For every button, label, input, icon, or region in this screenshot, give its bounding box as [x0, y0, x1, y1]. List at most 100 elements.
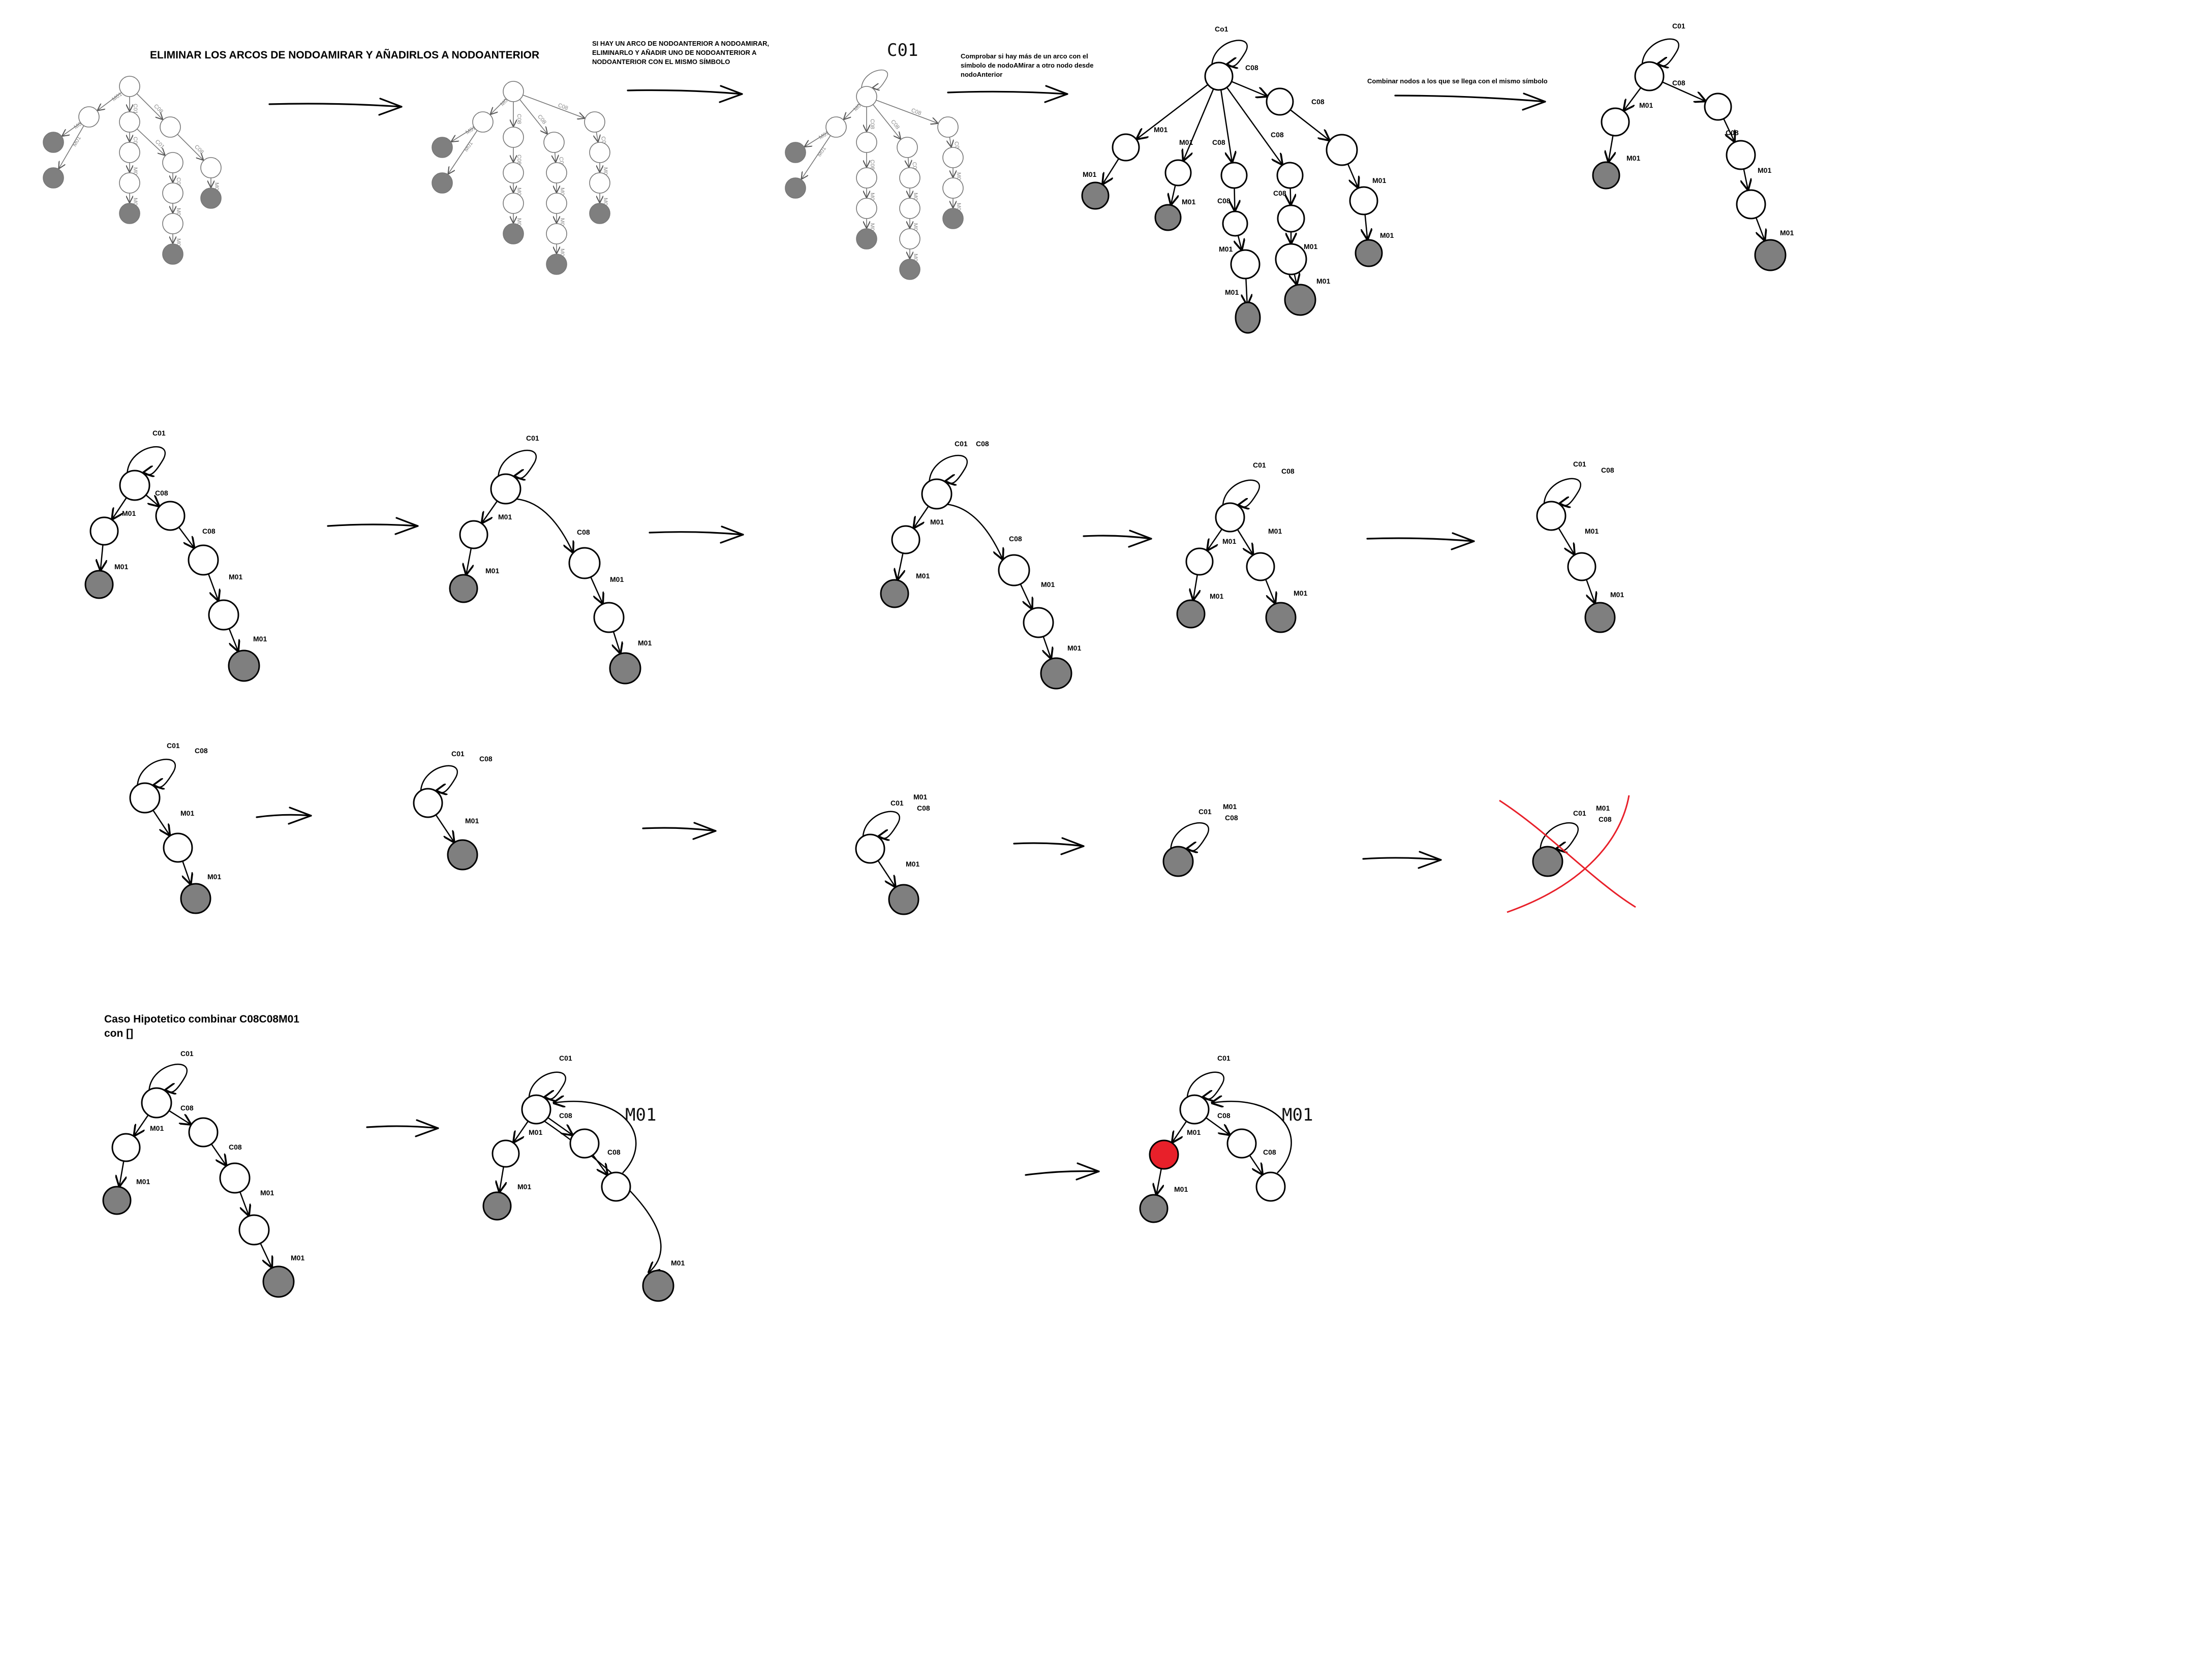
note-rule-1-line-3: NODOANTERIOR CON EL MISMO SÍMBOLO: [592, 58, 730, 66]
edge-label: M01: [1210, 592, 1223, 600]
transition-edge: [1173, 1121, 1187, 1142]
state-node: [1179, 1094, 1210, 1125]
state-node: [601, 1171, 631, 1202]
handwritten-m01-label-2: M01: [1282, 1105, 1313, 1125]
accept-state: [228, 649, 260, 682]
diagram-17-caso-combined: M01 M01 C08 C08 M01 C01: [482, 1054, 685, 1302]
edge-label: C08: [1726, 129, 1739, 137]
state-node: [1275, 243, 1307, 275]
edge-label: M01: [463, 140, 474, 152]
cross-stroke-1: [1499, 799, 1636, 908]
state-node: [200, 157, 222, 178]
caso-title-line-1: Caso Hipotetico combinar C08C08M01: [104, 1013, 299, 1025]
arrow-head: [720, 525, 744, 544]
transition-edge: [1183, 88, 1214, 160]
accept-state: [432, 172, 453, 194]
state-node: [160, 116, 181, 138]
arrow-head: [1060, 837, 1085, 855]
transition-edge: [239, 1191, 249, 1215]
edge-label: C08: [202, 527, 216, 535]
arrow-r4-2: [1025, 1162, 1100, 1181]
arrow-r4-1: [366, 1119, 439, 1137]
state-node: [208, 599, 239, 631]
transition-edge: [1205, 1117, 1230, 1134]
state-node: [568, 547, 601, 579]
edge-label: M01: [1304, 242, 1317, 251]
state-node: [942, 177, 964, 199]
transition-edge: [802, 135, 831, 179]
edge-label: M01: [180, 809, 194, 817]
arrow-shaft: [947, 90, 1068, 95]
edge-label: C08: [1281, 467, 1295, 475]
diagram-15-row3-e-crossed: C01 M01 C08: [1532, 804, 1612, 877]
back-arc-m01-1: [554, 1101, 637, 1173]
arrow-r2-1: [327, 517, 419, 535]
state-node: [1326, 134, 1358, 166]
transition-edge: [1231, 81, 1267, 96]
self-loop-edge: [929, 454, 968, 483]
state-node: [78, 106, 100, 128]
edge-label: C08: [479, 755, 493, 763]
accept-state: [880, 579, 909, 608]
state-node: [238, 1214, 270, 1246]
accept-state: [1176, 599, 1206, 629]
state-node: [1185, 547, 1214, 576]
arrow-shaft: [1362, 857, 1442, 861]
arrow-head: [1418, 851, 1442, 869]
arrow-shaft: [627, 89, 743, 95]
self-loop-edge: [1170, 822, 1210, 851]
edge-label: C08: [1009, 535, 1022, 543]
accept-state: [43, 132, 64, 153]
state-node: [546, 193, 567, 214]
arrow-shaft: [268, 103, 403, 108]
accept-state: [546, 254, 567, 275]
transition-edge: [1226, 87, 1282, 164]
accept-state: [180, 883, 211, 914]
handwritten-m01-label-1: M01: [625, 1105, 656, 1125]
state-node: [1266, 87, 1294, 116]
edge-label: C01: [132, 104, 138, 114]
edge-label: C08: [1311, 98, 1325, 106]
state-node: [899, 228, 920, 250]
edge-label: M01: [816, 145, 827, 158]
state-node: [589, 172, 610, 194]
edge-label: M01: [1067, 644, 1081, 652]
state-node: [589, 142, 610, 163]
self-loop-edge: [1540, 822, 1579, 851]
arrow-r2-2: [649, 525, 744, 544]
state-node: [855, 833, 885, 864]
accept-state: [1584, 602, 1616, 633]
transition-edge: [596, 132, 598, 142]
transition-edge: [466, 548, 471, 574]
cross-stroke-2: [1507, 795, 1630, 913]
self-loop-edge: [1543, 478, 1581, 506]
transition-edge: [500, 1166, 504, 1192]
transition-arrows: [256, 85, 1546, 1181]
transition-edge: [1103, 158, 1120, 183]
note-rule-2-line-3: nodoAnterior: [961, 71, 1002, 78]
arrow-r2-4: [1366, 532, 1475, 550]
edge-label: M01: [136, 1178, 150, 1186]
transition-edge: [491, 98, 507, 114]
edge-label: C08: [1599, 815, 1612, 823]
state-node: [1023, 607, 1054, 638]
state-node: [546, 223, 567, 244]
state-node: [188, 1117, 219, 1148]
arrow-head: [692, 822, 717, 840]
edge-label: C08: [193, 144, 205, 156]
accept-state: [1162, 846, 1194, 877]
edge-label: C08: [869, 119, 875, 129]
edge-label: M01: [638, 639, 652, 647]
edge-label: M01: [1294, 589, 1307, 597]
self-loop-edge: [1222, 479, 1260, 507]
state-node: [891, 525, 920, 554]
transition-edge: [112, 497, 127, 519]
edge-label: M01: [913, 793, 927, 801]
self-loop-edge: [861, 69, 888, 89]
diagram-7-row2-b: M01 M01 C08 M01 M01 C01: [449, 434, 652, 685]
self-loop-edge: [1211, 40, 1248, 66]
state-node: [899, 198, 920, 219]
transition-edge: [1020, 583, 1032, 608]
state-node: [593, 602, 625, 633]
state-node: [1567, 552, 1596, 581]
